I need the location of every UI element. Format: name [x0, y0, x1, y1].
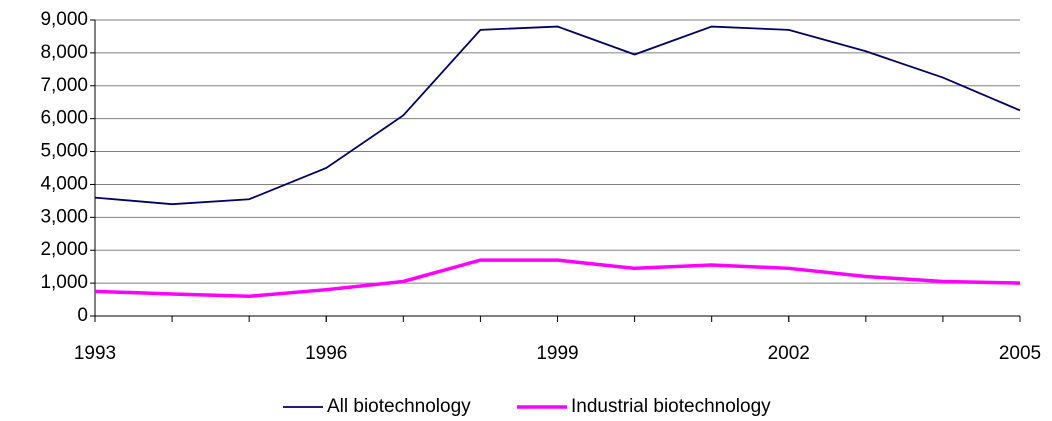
x-tick-label: 1996	[305, 343, 347, 364]
y-tick-label: 9,000	[40, 9, 88, 30]
y-tick-label: 4,000	[40, 173, 88, 194]
x-tick-label: 2002	[768, 343, 810, 364]
y-tick-label: 1,000	[40, 272, 88, 293]
y-tick-label: 3,000	[40, 206, 88, 227]
y-tick-label: 7,000	[40, 75, 88, 96]
y-tick-label: 6,000	[40, 108, 88, 129]
series-line	[94, 25, 1021, 206]
y-tick-label: 5,000	[40, 141, 88, 162]
series-line	[94, 258, 1021, 299]
y-tick-label: 8,000	[40, 42, 88, 63]
x-tick-label: 1993	[74, 343, 116, 364]
y-tick-label: 0	[77, 305, 88, 326]
legend-label: Industrial biotechnology	[571, 396, 771, 417]
legend-label: All biotechnology	[327, 396, 471, 417]
y-tick-label: 2,000	[40, 239, 88, 260]
x-tick-label: 2005	[999, 343, 1041, 364]
x-tick-label: 1999	[536, 343, 578, 364]
